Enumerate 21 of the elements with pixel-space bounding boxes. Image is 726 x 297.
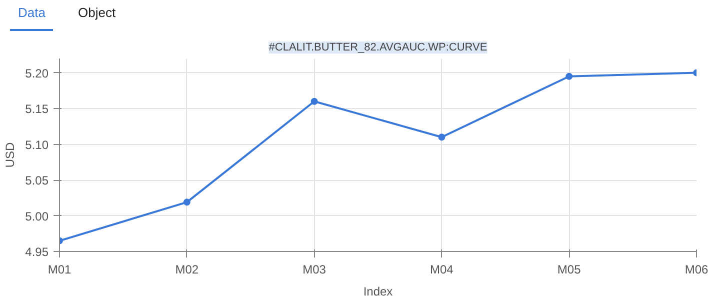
text: Data [10, 4, 54, 31]
x-tick-label: M06 [684, 262, 708, 276]
x-tick-label: M05 [557, 262, 582, 276]
y-tick-label: 5.05 [25, 174, 49, 188]
y-axis-title: USD [3, 142, 18, 168]
y-tick-label: 5.15 [25, 102, 49, 116]
point [438, 134, 446, 141]
x-axis-title: Index [363, 284, 393, 297]
point [183, 198, 190, 206]
y-tick-label: 5.10 [25, 138, 49, 152]
y-tick-label: 5.20 [25, 66, 49, 80]
point [566, 72, 573, 80]
x-tick-label: M01 [48, 262, 72, 276]
x-tick-label: M03 [302, 262, 326, 276]
text: Object [77, 4, 117, 22]
point [310, 98, 318, 105]
y-tick-label: 5.00 [25, 209, 49, 224]
y-tick-label: 4.95 [25, 245, 49, 259]
chart-title: #CLALIT.BUTTER_82.AVGAUC.WP:CURVE [268, 42, 488, 54]
x-tick-label: M02 [175, 262, 199, 276]
x-tick-label: M04 [430, 262, 454, 276]
